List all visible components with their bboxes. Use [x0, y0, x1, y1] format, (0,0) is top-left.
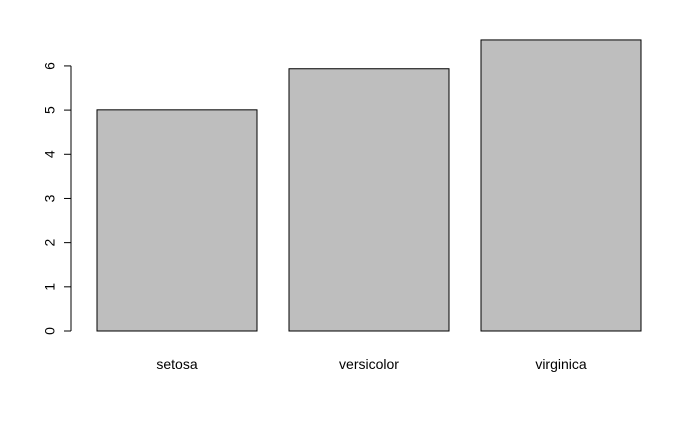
y-axis: 0 1 2 3 4 5 6: [42, 62, 72, 335]
y-tick-label: 1: [42, 283, 58, 291]
y-tick-label: 6: [42, 62, 58, 70]
x-category-label: setosa: [156, 356, 197, 372]
y-tick-label: 4: [42, 150, 58, 158]
bar-versicolor: [288, 68, 450, 332]
y-tick-label: 5: [42, 106, 58, 114]
y-tick-label: 0: [42, 327, 58, 335]
bar-virginica: [480, 39, 642, 332]
bars: [96, 39, 642, 332]
y-tick-label: 2: [42, 239, 58, 247]
x-category-label: virginica: [535, 356, 587, 372]
x-category-label: versicolor: [339, 356, 399, 372]
y-tick-label: 3: [42, 194, 58, 202]
bar-setosa: [96, 109, 258, 332]
x-axis-labels: setosa versicolor virginica: [156, 356, 587, 372]
